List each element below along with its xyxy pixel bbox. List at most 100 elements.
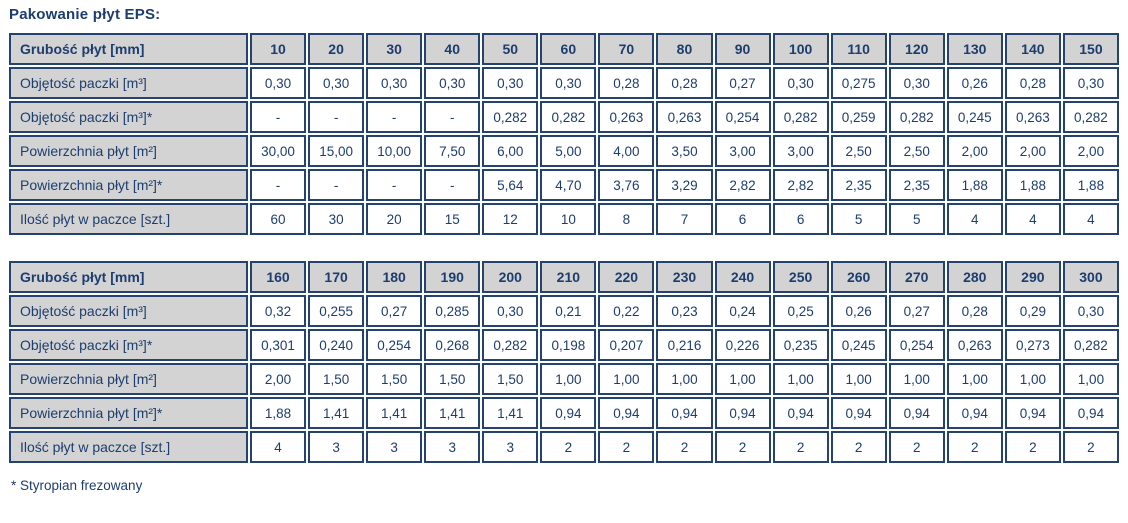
value-cell: 6,00 [482,135,539,167]
row-label-thickness: Grubość płyt [mm] [9,261,248,293]
value-cell: 2,00 [946,135,1003,167]
value-cell: 0,22 [598,295,655,327]
value-cell: 2 [714,431,771,463]
value-cell: 1,00 [540,363,597,395]
thickness-header-row: Grubość płyt [mm] 10 20 30 40 50 60 70 80 90 100 11… [9,33,1119,65]
value-cell: 2,00 [1062,135,1119,167]
value-cell: - [366,169,423,201]
thickness-col-header: 260 [830,261,887,293]
value-cell: - [308,101,365,133]
thickness-header-row: Grubość płyt [mm] 160 170 180 190 200 210 220 23… [9,261,1119,293]
table-gap [7,237,1121,259]
value-cell: 1,50 [482,363,539,395]
value-cell: 0,30 [540,67,597,99]
value-cell: 1,00 [1062,363,1119,395]
table-row: Objętość paczki [m³] 0,32 0,255 0,27 0,285 0,… [9,295,1119,327]
value-cell: 0,263 [1004,101,1061,133]
value-cell: 1,00 [830,363,887,395]
value-cell: 0,235 [772,329,829,361]
value-cell: 4,70 [540,169,597,201]
value-cell: 3,29 [656,169,713,201]
value-cell: 0,30 [308,67,365,99]
value-cell: 4 [946,203,1003,235]
value-cell: 0,94 [1004,397,1061,429]
value-cell: 0,282 [1062,329,1119,361]
value-cell: 2,35 [888,169,945,201]
thickness-col-header: 280 [946,261,1003,293]
value-cell: 0,94 [714,397,771,429]
value-cell: 2 [946,431,1003,463]
value-cell: 0,94 [656,397,713,429]
value-cell: 4,00 [598,135,655,167]
value-cell: 0,263 [946,329,1003,361]
value-cell: 0,28 [598,67,655,99]
value-cell: 0,255 [308,295,365,327]
value-cell: 0,301 [250,329,307,361]
value-cell: 1,00 [656,363,713,395]
value-cell: 0,30 [250,67,307,99]
row-label: Objętość paczki [m³]* [9,101,248,133]
value-cell: 0,27 [888,295,945,327]
value-cell: 2 [830,431,887,463]
value-cell: 2 [540,431,597,463]
value-cell: 1,88 [1004,169,1061,201]
value-cell: 30,00 [250,135,307,167]
row-label: Objętość paczki [m³] [9,295,248,327]
value-cell: 1,00 [946,363,1003,395]
row-label: Objętość paczki [m³] [9,67,248,99]
value-cell: 0,30 [424,67,481,99]
value-cell: 0,245 [830,329,887,361]
value-cell: 1,50 [366,363,423,395]
value-cell: 0,30 [482,67,539,99]
value-cell: 0,94 [1062,397,1119,429]
thickness-col-header: 140 [1004,33,1061,65]
value-cell: 0,27 [366,295,423,327]
thickness-col-header: 150 [1062,33,1119,65]
value-cell: 2,00 [250,363,307,395]
value-cell: 20 [366,203,423,235]
thickness-col-header: 300 [1062,261,1119,293]
table-row: Objętość paczki [m³]* 0,301 0,240 0,254 0,26… [9,329,1119,361]
value-cell: 0,30 [366,67,423,99]
thickness-col-header: 130 [946,33,1003,65]
value-cell: 0,282 [888,101,945,133]
value-cell: 0,30 [482,295,539,327]
value-cell: 3,00 [772,135,829,167]
footnote: * Styropian frezowany [11,478,143,493]
row-label: Powierzchnia płyt [m²]* [9,397,248,429]
page-title: Pakowanie płyt EPS: [9,6,161,23]
value-cell: 1,88 [946,169,1003,201]
value-cell: 0,259 [830,101,887,133]
value-cell: 0,27 [714,67,771,99]
table-row: Powierzchnia płyt [m²] 2,00 1,50 1,50 1,50 1,… [9,363,1119,395]
value-cell: 0,28 [946,295,1003,327]
value-cell: 0,30 [1062,295,1119,327]
page: Pakowanie płyt EPS: Grubość płyt [mm] 10 2… [7,6,1121,493]
value-cell: 3 [308,431,365,463]
value-cell: 2 [772,431,829,463]
value-cell: 0,268 [424,329,481,361]
value-cell: - [424,169,481,201]
table-row: Ilość płyt w paczce [szt.] 60 30 20 15 12 10 8 7… [9,203,1119,235]
value-cell: 0,21 [540,295,597,327]
table-row: Powierzchnia płyt [m²]* - - - -5,64 4,70 3,76 3… [9,169,1119,201]
value-cell: 2,82 [714,169,771,201]
value-cell: 1,41 [482,397,539,429]
value-cell: - [366,101,423,133]
row-label-thickness: Grubość płyt [mm] [9,33,248,65]
value-cell: 0,25 [772,295,829,327]
value-cell: 1,00 [772,363,829,395]
thickness-col-header: 10 [250,33,307,65]
value-cell: 3 [366,431,423,463]
thickness-col-header: 250 [772,261,829,293]
value-cell: 8 [598,203,655,235]
value-cell: 12 [482,203,539,235]
value-cell: 0,94 [540,397,597,429]
thickness-col-header: 70 [598,33,655,65]
thickness-col-header: 200 [482,261,539,293]
thickness-col-header: 20 [308,33,365,65]
value-cell: 0,254 [888,329,945,361]
value-cell: 0,94 [888,397,945,429]
table-row: Ilość płyt w paczce [szt.] 4 3 3 3 3 2 2 2 2 2 2 2 2 2… [9,431,1119,463]
value-cell: 0,226 [714,329,771,361]
